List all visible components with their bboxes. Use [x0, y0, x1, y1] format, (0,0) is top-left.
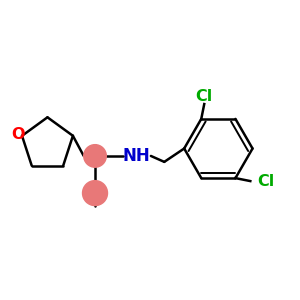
Text: O: O	[12, 127, 25, 142]
Circle shape	[82, 181, 107, 206]
Circle shape	[84, 145, 106, 167]
Text: NH: NH	[123, 147, 151, 165]
Text: Cl: Cl	[196, 89, 213, 104]
Text: Cl: Cl	[258, 174, 275, 189]
